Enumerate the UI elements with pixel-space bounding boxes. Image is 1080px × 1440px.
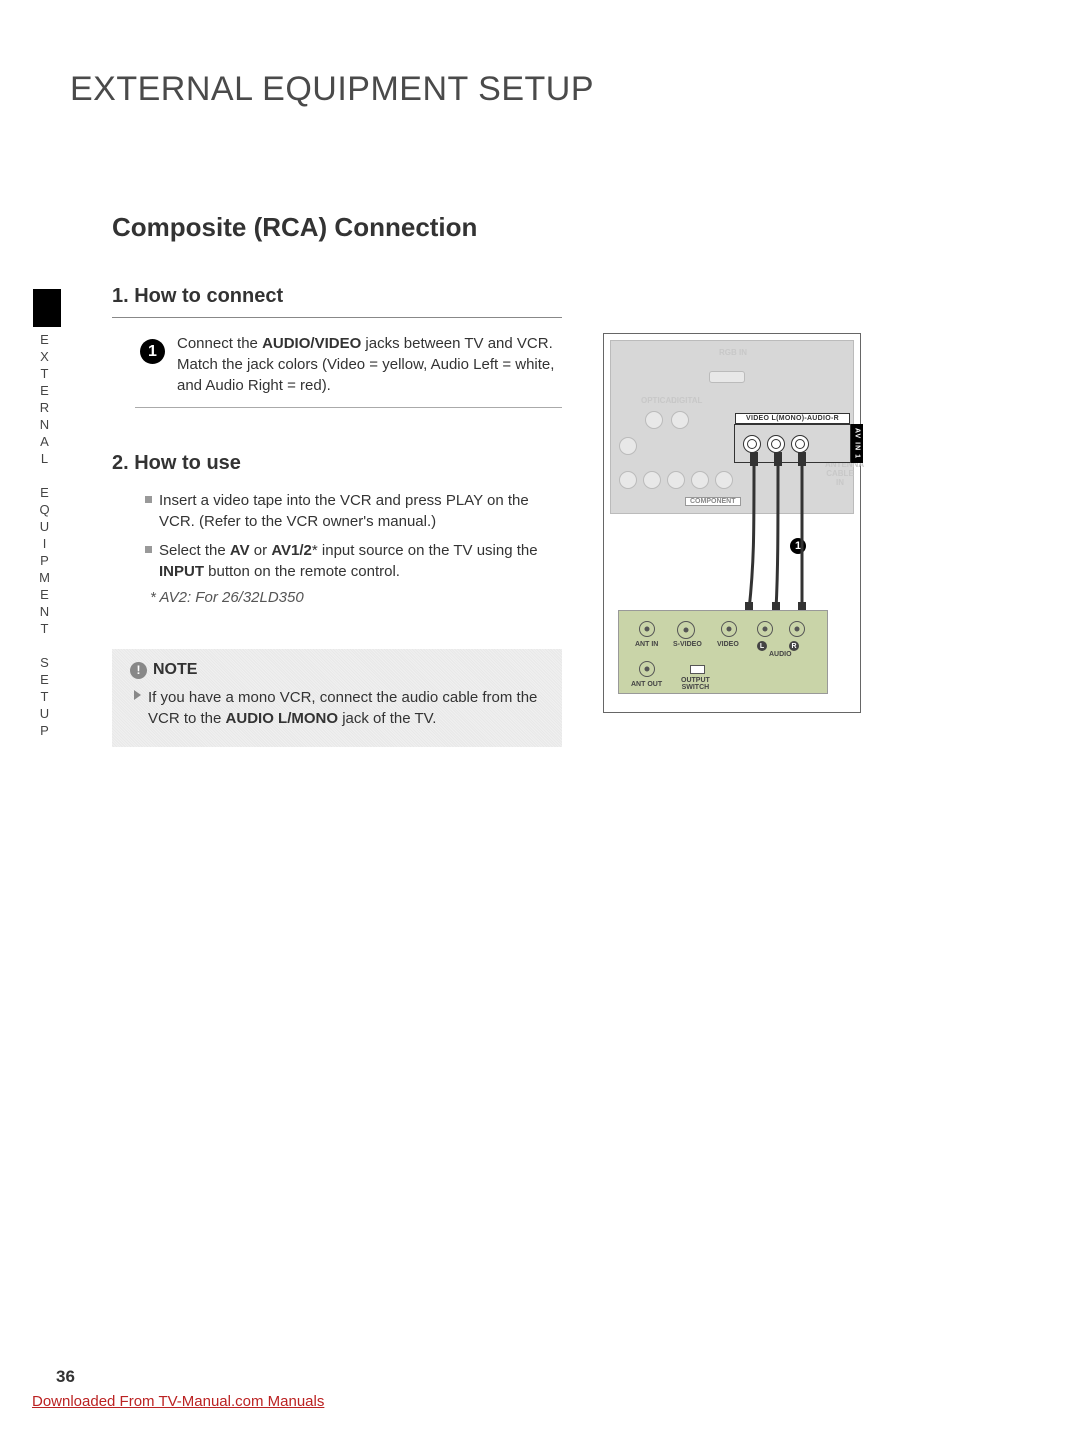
text-bold: AUDIO/VIDEO [262, 335, 361, 352]
text: Select the [159, 542, 230, 559]
text-bold: AV [230, 542, 250, 559]
av-in-tag: AV IN 1 [851, 424, 863, 463]
step-1-text: Connect the AUDIO/VIDEO jacks between TV… [177, 333, 557, 396]
note-icon: ! [130, 662, 147, 679]
vcr-audio-r-jack [789, 621, 805, 637]
note-header: ! NOTE [130, 661, 544, 679]
footnote: * AV2: For 26/32LD350 [150, 589, 304, 606]
page-number: 36 [56, 1367, 75, 1387]
vcr-video-jack [721, 621, 737, 637]
page-title: EXTERNAL EQUIPMENT SETUP [70, 70, 594, 109]
how-to-connect-heading: 1. How to connect [112, 285, 283, 308]
text-bold: AV1/2 [271, 542, 312, 559]
list-item: Insert a video tape into the VCR and pre… [145, 490, 561, 532]
ghost-label: ANTENNA CABLE IN [825, 461, 855, 487]
step-number-badge: 1 [140, 339, 165, 364]
ghost-label: RGB IN [719, 349, 747, 358]
ghost-label: DIGITAL [671, 397, 702, 406]
side-tab-marker [33, 289, 61, 327]
av-strip-label: VIDEO L(MONO)-AUDIO-R [735, 413, 850, 424]
text-bold: AUDIO L/MONO [226, 710, 339, 727]
note-box: ! NOTE If you have a mono VCR, connect t… [112, 649, 562, 747]
divider [135, 407, 562, 408]
vcr-label: VIDEO [717, 641, 739, 648]
vcr-output-switch [690, 665, 705, 674]
audio-l-jack [767, 435, 785, 453]
text: Connect the [177, 335, 262, 352]
text: or [250, 542, 272, 559]
note-title: NOTE [153, 661, 197, 679]
vcr-svideo-jack [677, 621, 695, 639]
note-body: If you have a mono VCR, connect the audi… [130, 687, 544, 729]
text: button on the remote control. [204, 563, 400, 580]
vcr-label: OUTPUT SWITCH [681, 677, 710, 691]
video-jack [743, 435, 761, 453]
vcr-label: S-VIDEO [673, 641, 702, 648]
vcr-ant-out-jack [639, 661, 655, 677]
how-to-use-heading: 2. How to use [112, 452, 241, 475]
text-bold: INPUT [159, 563, 204, 580]
connection-diagram: RGB IN OPTICAL DIGITAL ANTENNA CABLE IN … [603, 333, 861, 713]
download-source-link[interactable]: Downloaded From TV-Manual.com Manuals [32, 1393, 324, 1410]
vcr-back-panel: ANT IN S-VIDEO VIDEO L R AUDIO ANT OUT O… [618, 610, 828, 694]
av-in-jack-strip: VIDEO L(MONO)-AUDIO-R [734, 424, 851, 463]
text: jack of the TV. [338, 710, 436, 727]
text: * input source on the TV using the [312, 542, 538, 559]
how-to-use-list: Insert a video tape into the VCR and pre… [145, 490, 561, 590]
divider [112, 317, 562, 318]
vcr-ant-in-jack [639, 621, 655, 637]
tv-back-panel: RGB IN OPTICAL DIGITAL ANTENNA CABLE IN … [610, 340, 854, 514]
cable-number-badge: 1 [790, 538, 806, 554]
component-label: COMPONENT [685, 497, 741, 506]
side-section-label: EXTERNAL EQUIPMENT SETUP [37, 332, 52, 740]
vcr-label: R [789, 641, 799, 651]
vcr-label: L [757, 641, 767, 651]
section-title: Composite (RCA) Connection [112, 212, 477, 243]
list-item: Select the AV or AV1/2* input source on … [145, 540, 561, 582]
vcr-label: ANT IN [635, 641, 658, 648]
audio-r-jack [791, 435, 809, 453]
vcr-audio-l-jack [757, 621, 773, 637]
vcr-label: AUDIO [769, 651, 792, 658]
vcr-label: ANT OUT [631, 681, 662, 688]
